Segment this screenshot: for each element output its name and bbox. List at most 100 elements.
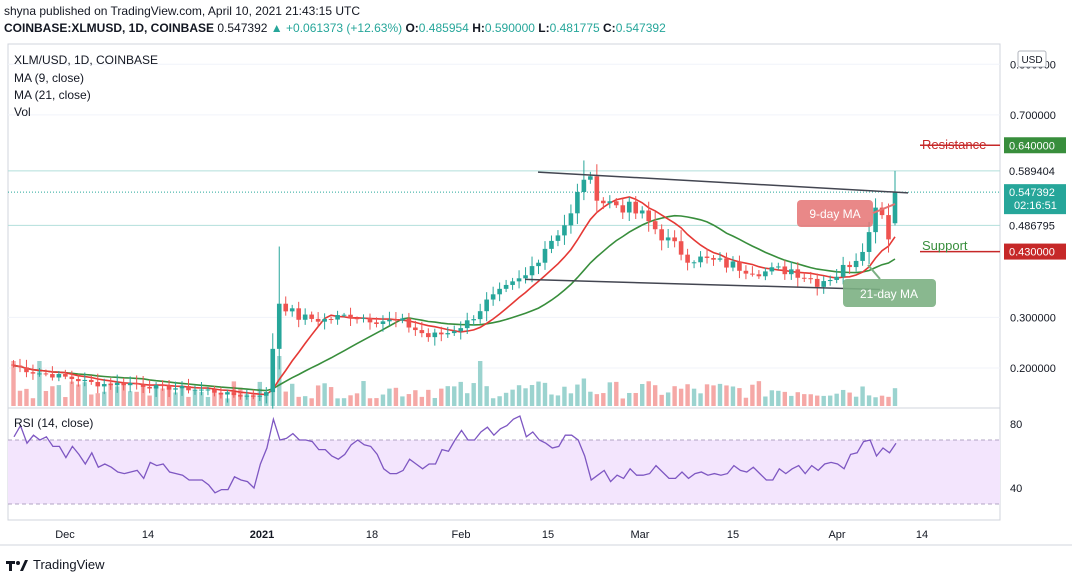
candle-body bbox=[147, 386, 152, 389]
volume-bar bbox=[102, 391, 107, 406]
candle-body bbox=[95, 381, 101, 387]
candle-body bbox=[646, 210, 651, 222]
volume-bar bbox=[147, 395, 152, 406]
candle-body bbox=[426, 333, 431, 338]
ma9-callout-text: 9-day MA bbox=[809, 207, 860, 221]
candle-body bbox=[782, 266, 788, 275]
time-axis-label: 2021 bbox=[250, 529, 274, 541]
volume-bar bbox=[335, 398, 340, 406]
volume-bar bbox=[510, 389, 515, 406]
volume-bar bbox=[873, 397, 878, 406]
volume-bar bbox=[205, 396, 211, 406]
volume-bar bbox=[24, 388, 29, 406]
candle-body bbox=[37, 373, 42, 375]
legend-title: XLM/USD, 1D, COINBASE bbox=[14, 53, 159, 67]
volume-bar bbox=[244, 394, 250, 406]
volume-bar bbox=[711, 385, 716, 406]
volume-bar bbox=[652, 385, 658, 406]
time-axis-label: Feb bbox=[452, 529, 471, 541]
legend-rsi[interactable]: RSI (14, close) bbox=[14, 416, 94, 430]
legend-ma9[interactable]: MA (9, close) bbox=[14, 71, 85, 85]
candle-body bbox=[665, 237, 671, 241]
candle-body bbox=[471, 319, 476, 321]
volume-bar bbox=[108, 382, 113, 406]
candle-body bbox=[555, 235, 561, 241]
volume-bar bbox=[432, 397, 438, 406]
candle-body bbox=[218, 392, 224, 395]
candle-body bbox=[354, 318, 360, 320]
candle-body bbox=[672, 237, 677, 242]
candle-body bbox=[438, 332, 444, 335]
volume-bar bbox=[134, 391, 139, 406]
candle-body bbox=[626, 201, 632, 213]
time-axis-label: 15 bbox=[542, 529, 554, 541]
time-axis-label: Apr bbox=[828, 529, 845, 541]
candle-body bbox=[594, 176, 600, 201]
candle-body bbox=[451, 331, 457, 334]
volume-bar bbox=[387, 388, 392, 406]
candle-body bbox=[127, 382, 133, 386]
candle-body bbox=[575, 191, 580, 214]
volume-bar bbox=[374, 398, 379, 406]
volume-bar bbox=[445, 386, 450, 406]
candle-body bbox=[620, 205, 626, 213]
volume-bar bbox=[465, 393, 470, 406]
candle-body bbox=[795, 269, 801, 278]
volume-bar bbox=[400, 396, 405, 406]
volume-bar bbox=[328, 387, 334, 406]
volume-bar bbox=[283, 391, 288, 406]
volume-bar bbox=[17, 390, 23, 406]
candle-body bbox=[212, 389, 217, 393]
candle-body bbox=[251, 395, 256, 397]
high-value: 0.590000 bbox=[484, 21, 535, 35]
candle-body bbox=[108, 384, 114, 386]
ma21-callout-text: 21-day MA bbox=[860, 287, 918, 301]
support-annotation: Support bbox=[922, 238, 968, 253]
legend-vol[interactable]: Vol bbox=[14, 105, 31, 119]
candle-body bbox=[257, 395, 263, 397]
candle-body bbox=[860, 251, 865, 261]
candle-body bbox=[581, 179, 587, 192]
volume-bar bbox=[568, 393, 574, 406]
currency-button bbox=[1017, 50, 1047, 68]
candle-body bbox=[309, 314, 314, 319]
candle-body bbox=[270, 348, 276, 393]
volume-bar bbox=[627, 392, 632, 406]
time-axis-label: 14 bbox=[916, 529, 928, 541]
candle-body bbox=[613, 201, 619, 206]
volume-bar bbox=[763, 396, 768, 406]
candle-body bbox=[724, 258, 729, 268]
ma21-callout-pointer bbox=[867, 264, 881, 280]
ma9-callout-box bbox=[797, 200, 873, 227]
volume-bar bbox=[847, 392, 852, 406]
volume-bar bbox=[393, 387, 399, 406]
volume-bar bbox=[89, 394, 94, 406]
candle-body bbox=[419, 330, 425, 334]
volume-bar bbox=[413, 390, 418, 406]
volume-bar bbox=[860, 386, 865, 406]
candle-body bbox=[866, 232, 872, 252]
candle-body bbox=[516, 278, 522, 282]
resistance-price-tag: 0.640000 bbox=[1009, 140, 1055, 152]
candle-body bbox=[750, 273, 755, 275]
candle-body bbox=[847, 264, 852, 268]
volume-bar bbox=[549, 394, 554, 406]
candle-body bbox=[276, 303, 282, 349]
candle-body bbox=[704, 256, 710, 258]
resistance-annotation: Resistance bbox=[922, 137, 986, 152]
last-price-tag-bg bbox=[1004, 184, 1066, 215]
volume-bar bbox=[115, 386, 120, 406]
candle-body bbox=[380, 321, 386, 324]
candle-body bbox=[717, 258, 723, 260]
candle-body bbox=[328, 319, 334, 321]
legend-ma21[interactable]: MA (21, close) bbox=[14, 88, 91, 102]
currency-button-label[interactable]: USD bbox=[1021, 55, 1042, 66]
candle-body bbox=[886, 215, 891, 240]
last-price-tag: 0.547392 bbox=[1009, 187, 1055, 199]
brand-footer[interactable]: TradingView bbox=[6, 557, 105, 572]
candle-body bbox=[225, 392, 230, 395]
price-axis-label: 0.300000 bbox=[1010, 312, 1056, 324]
volume-bar bbox=[484, 386, 489, 406]
volume-bar bbox=[56, 385, 62, 406]
